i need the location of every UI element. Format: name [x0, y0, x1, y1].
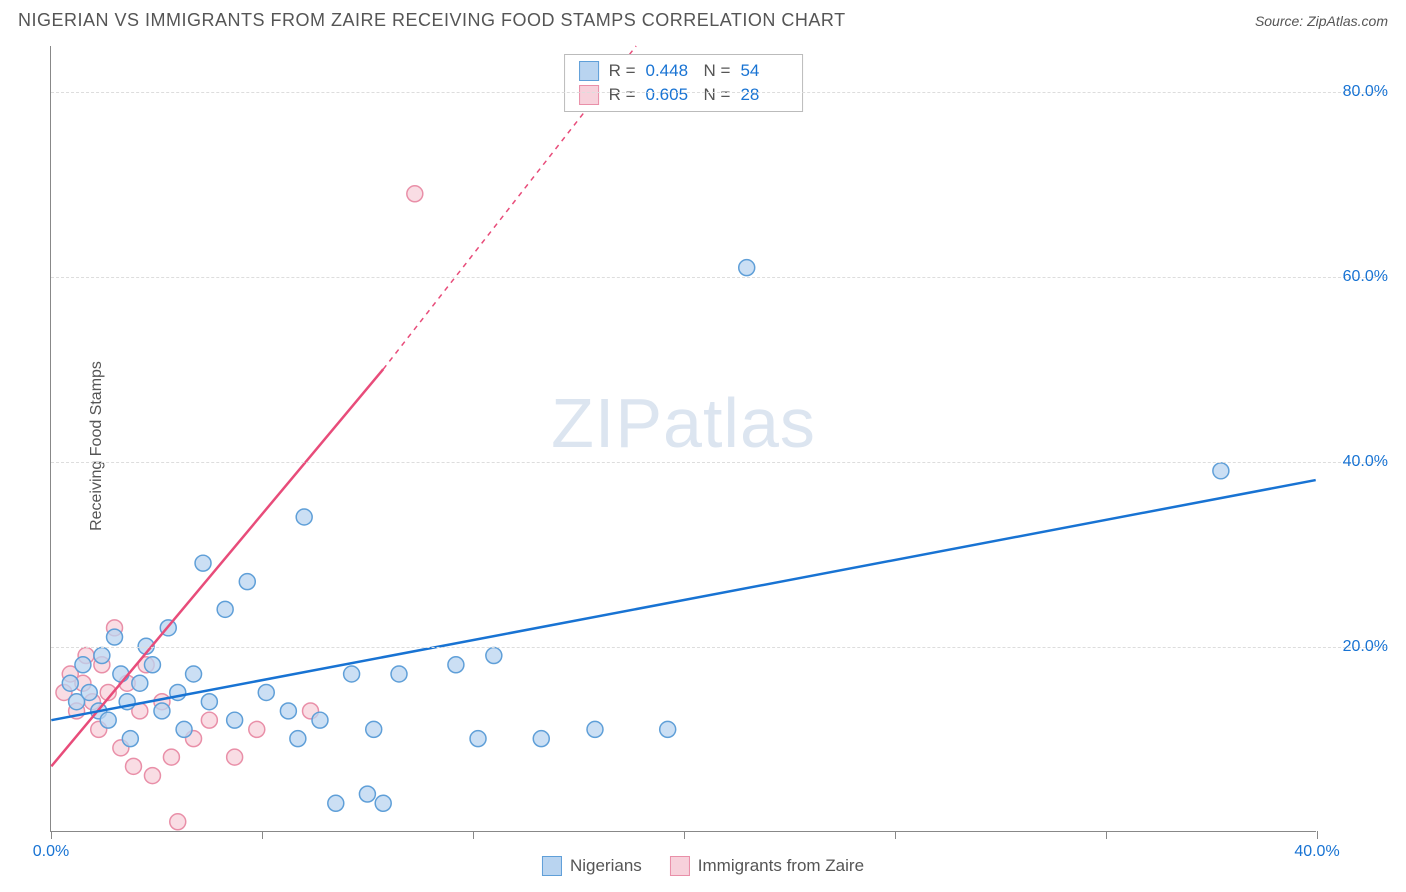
data-point	[201, 712, 217, 728]
x-tick	[51, 831, 52, 839]
r-value: 0.448	[646, 61, 694, 81]
y-tick-label: 80.0%	[1343, 83, 1388, 101]
y-tick-label: 20.0%	[1343, 638, 1388, 656]
data-point	[280, 703, 296, 719]
x-tick	[473, 831, 474, 839]
gridline	[51, 462, 1386, 463]
y-tick-label: 40.0%	[1343, 453, 1388, 471]
data-point	[239, 574, 255, 590]
data-point	[186, 666, 202, 682]
data-point	[249, 721, 265, 737]
x-tick-label: 40.0%	[1294, 843, 1339, 861]
data-point	[107, 629, 123, 645]
data-point	[201, 694, 217, 710]
n-value: 28	[740, 85, 788, 105]
n-value: 54	[740, 61, 788, 81]
data-point	[227, 749, 243, 765]
stats-legend-row: R = 0.448 N = 54	[565, 59, 803, 83]
data-point	[587, 721, 603, 737]
x-tick	[684, 831, 685, 839]
data-point	[62, 675, 78, 691]
data-point	[290, 731, 306, 747]
data-point	[391, 666, 407, 682]
gridline	[51, 92, 1386, 93]
data-point	[739, 260, 755, 276]
y-tick-label: 60.0%	[1343, 268, 1388, 286]
x-tick	[895, 831, 896, 839]
chart-title: NIGERIAN VS IMMIGRANTS FROM ZAIRE RECEIV…	[18, 10, 846, 31]
data-point	[296, 509, 312, 525]
data-point	[312, 712, 328, 728]
data-point	[407, 186, 423, 202]
stats-legend-box: R = 0.448 N = 54 R = 0.605 N = 28	[564, 54, 804, 112]
gridline	[51, 647, 1386, 648]
r-label: R =	[609, 85, 636, 105]
data-point	[533, 731, 549, 747]
data-point	[126, 758, 142, 774]
data-point	[75, 657, 91, 673]
trend-line	[51, 480, 1315, 720]
chart-plot-area: ZIPatlas R =0.448N =54R =0.605N =28 20.0…	[50, 46, 1316, 832]
data-point	[122, 731, 138, 747]
data-point	[176, 721, 192, 737]
data-point	[154, 703, 170, 719]
legend-swatch	[579, 61, 599, 81]
data-point	[328, 795, 344, 811]
legend-item: Immigrants from Zaire	[670, 856, 864, 876]
data-point	[344, 666, 360, 682]
trend-line	[51, 369, 383, 766]
data-point	[375, 795, 391, 811]
source-attribution: Source: ZipAtlas.com	[1255, 13, 1388, 29]
x-tick-label: 0.0%	[33, 843, 69, 861]
data-point	[486, 648, 502, 664]
x-tick	[262, 831, 263, 839]
legend-swatch	[670, 856, 690, 876]
x-tick	[1106, 831, 1107, 839]
r-value: 0.605	[646, 85, 694, 105]
data-point	[170, 814, 186, 830]
x-tick	[1317, 831, 1318, 839]
data-point	[660, 721, 676, 737]
scatter-plot-svg	[51, 46, 1316, 831]
data-point	[144, 768, 160, 784]
bottom-legend: Nigerians Immigrants from Zaire	[542, 856, 864, 876]
n-label: N =	[704, 85, 731, 105]
n-label: N =	[704, 61, 731, 81]
data-point	[195, 555, 211, 571]
data-point	[366, 721, 382, 737]
data-point	[470, 731, 486, 747]
data-point	[163, 749, 179, 765]
data-point	[258, 684, 274, 700]
legend-label: Nigerians	[570, 856, 642, 876]
data-point	[217, 601, 233, 617]
data-point	[81, 684, 97, 700]
data-point	[94, 648, 110, 664]
legend-swatch	[542, 856, 562, 876]
gridline	[51, 277, 1386, 278]
data-point	[132, 675, 148, 691]
data-point	[227, 712, 243, 728]
legend-label: Immigrants from Zaire	[698, 856, 864, 876]
legend-swatch	[579, 85, 599, 105]
data-point	[144, 657, 160, 673]
legend-item: Nigerians	[542, 856, 642, 876]
data-point	[113, 666, 129, 682]
r-label: R =	[609, 61, 636, 81]
data-point	[359, 786, 375, 802]
data-point	[1213, 463, 1229, 479]
data-point	[100, 712, 116, 728]
stats-legend-row: R = 0.605 N = 28	[565, 83, 803, 107]
data-point	[448, 657, 464, 673]
